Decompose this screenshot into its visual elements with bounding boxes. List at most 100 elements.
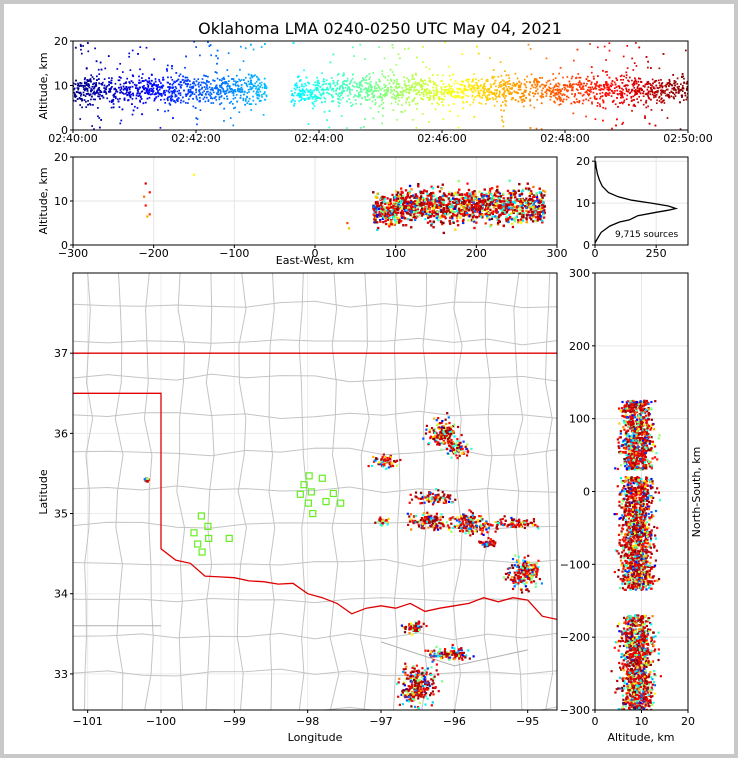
source-point (491, 97, 494, 99)
source-point (132, 94, 135, 97)
source-point (232, 83, 235, 86)
source-point (635, 65, 638, 67)
source-point (147, 92, 149, 94)
source-point (422, 80, 424, 83)
source-point (222, 87, 224, 90)
source-point (336, 73, 339, 76)
source-point (394, 201, 397, 204)
source-point (111, 100, 113, 102)
source-point (497, 86, 500, 89)
source-point (86, 42, 89, 44)
source-point (573, 95, 576, 98)
source-point (366, 93, 369, 96)
source-point (681, 94, 684, 97)
source-point (490, 92, 493, 94)
source-point (685, 82, 688, 85)
source-point (447, 88, 450, 91)
source-point (381, 99, 383, 102)
source-point (431, 203, 434, 206)
source-point (473, 84, 476, 87)
source-point (568, 84, 571, 87)
source-point (658, 67, 661, 70)
source-point (665, 83, 668, 86)
source-point (154, 80, 157, 83)
source-point (631, 110, 633, 112)
source-point (175, 95, 178, 97)
source-point (510, 88, 513, 90)
source-point (239, 97, 242, 99)
source-point (302, 88, 304, 91)
source-point (602, 85, 605, 87)
source-point (408, 84, 410, 87)
source-point (101, 94, 104, 97)
source-point (484, 199, 487, 202)
source-point (351, 89, 353, 91)
source-point (660, 89, 663, 92)
source-point (248, 83, 251, 86)
source-point (553, 94, 556, 97)
source-point (473, 86, 476, 89)
source-point (535, 127, 538, 130)
source-point (649, 90, 652, 93)
source-point (474, 96, 477, 98)
source-point (495, 92, 498, 95)
source-point (87, 79, 90, 82)
source-point (369, 83, 372, 86)
source-point (153, 82, 155, 85)
source-point (73, 87, 76, 90)
source-point (403, 80, 406, 83)
source-point (405, 77, 408, 80)
source-point (321, 101, 323, 104)
source-point (601, 95, 604, 97)
source-point (586, 91, 588, 94)
source-point (635, 91, 638, 93)
source-point (516, 92, 518, 94)
source-point (494, 94, 497, 97)
source-point (379, 87, 381, 90)
source-point (606, 84, 609, 87)
source-point (255, 85, 258, 88)
source-point (477, 91, 480, 94)
source-point (347, 87, 349, 90)
source-point (398, 94, 400, 96)
source-point (199, 100, 201, 103)
source-point (247, 80, 250, 83)
source-point (239, 68, 241, 71)
source-point (557, 89, 560, 91)
source-point (536, 215, 540, 218)
source-point (119, 83, 122, 86)
source-point (238, 78, 240, 81)
source-point (644, 93, 647, 95)
source-point (262, 113, 265, 116)
source-point (602, 119, 604, 122)
source-point (250, 79, 252, 82)
source-point (260, 84, 263, 86)
source-point (473, 88, 476, 91)
source-point (187, 79, 190, 81)
source-point (441, 88, 443, 91)
source-point (263, 87, 266, 89)
source-point (444, 41, 447, 44)
source-point (592, 91, 595, 94)
source-point (393, 94, 396, 97)
source-point (78, 85, 81, 87)
source-point (344, 86, 347, 89)
source-point (506, 80, 509, 83)
source-point (257, 93, 260, 96)
source-point (228, 86, 231, 89)
source-point (626, 84, 628, 87)
source-point (99, 97, 101, 100)
source-point (670, 91, 673, 93)
source-point (201, 91, 204, 94)
source-point (498, 192, 502, 195)
source-point (415, 199, 418, 202)
source-point (77, 87, 80, 90)
source-point (633, 94, 636, 96)
source-point (169, 104, 172, 106)
source-point (238, 111, 241, 114)
source-point (560, 98, 563, 101)
source-point (457, 92, 459, 94)
source-point (185, 55, 187, 58)
source-point (589, 89, 591, 92)
source-point (182, 100, 185, 103)
